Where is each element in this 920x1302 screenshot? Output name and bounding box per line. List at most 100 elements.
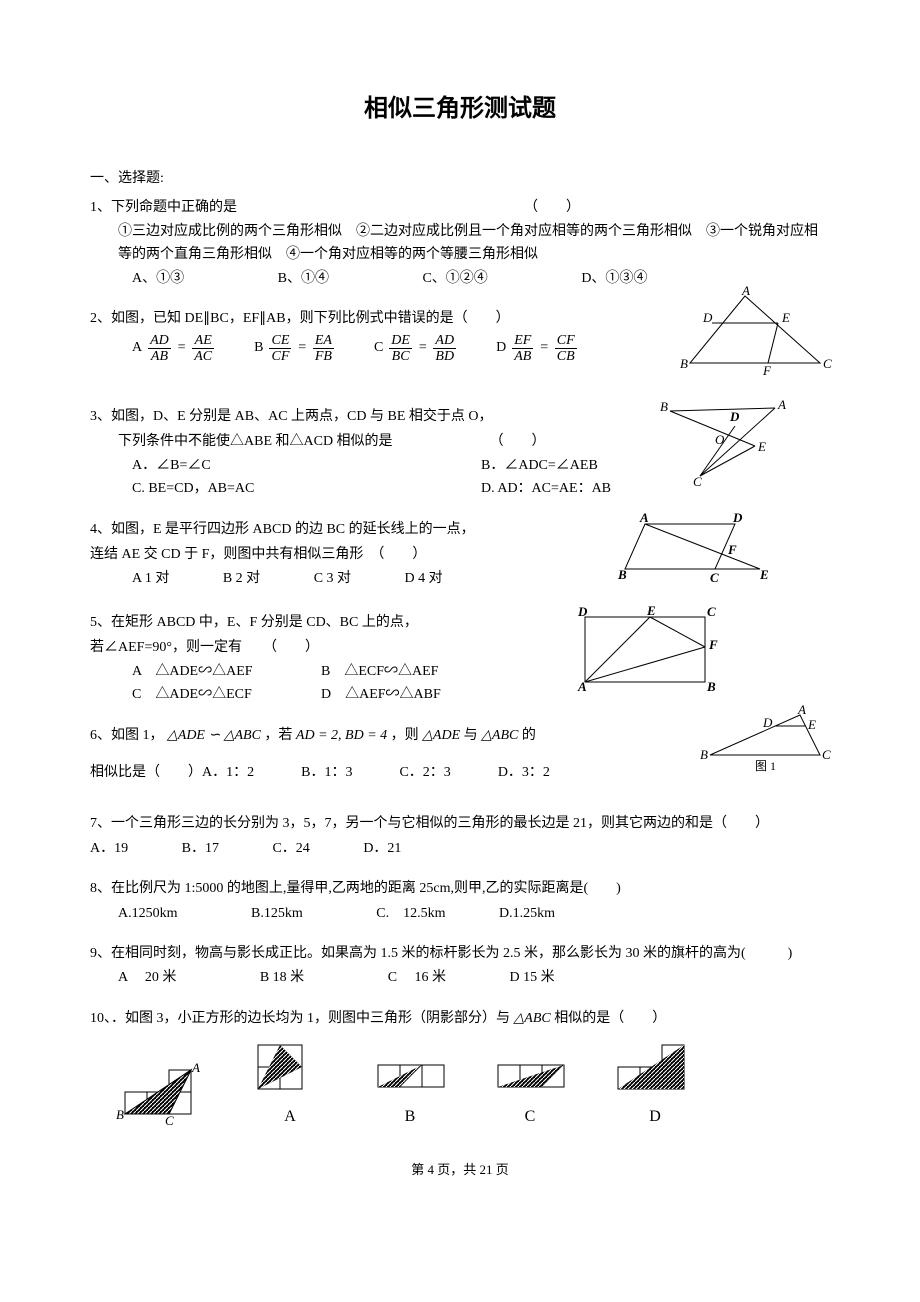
question-1: 1、下列命题中正确的是 （ ） ①三边对应成比例的两个三角形相似 ②二边对应成比… bbox=[90, 197, 830, 291]
svg-text:E: E bbox=[759, 567, 769, 582]
svg-text:A: A bbox=[639, 510, 649, 525]
svg-text:A: A bbox=[797, 702, 806, 717]
q4-optB: B 2 对 bbox=[223, 568, 260, 590]
svg-text:B: B bbox=[116, 1107, 124, 1122]
svg-text:C: C bbox=[165, 1113, 174, 1128]
q2-optD: D EFAB = CFCB bbox=[496, 333, 577, 365]
q7-optA: A．19 bbox=[90, 838, 128, 860]
q8-optD: D.1.25km bbox=[499, 903, 555, 925]
svg-text:C: C bbox=[823, 356, 832, 371]
svg-text:E: E bbox=[807, 717, 816, 732]
question-10: 10、．如图 3，小正方形的边长均为 1，则图中三角形（阴影部分）与 △ABC … bbox=[90, 1008, 830, 1130]
q9-optA: A 20 米 bbox=[118, 967, 176, 989]
q3-stem2: 下列条件中不能使△ABE 和△ACD 相似的是 bbox=[118, 434, 393, 449]
q8-stem: 8、在比例尺为 1:5000 的地图上,量得甲,乙两地的距离 25cm,则甲,乙… bbox=[90, 878, 830, 900]
q3-paren: （ ） bbox=[490, 434, 546, 449]
q9-optC: C 16 米 bbox=[388, 967, 446, 989]
svg-text:C: C bbox=[822, 747, 831, 762]
q10-fig-ref: A B C bbox=[120, 1067, 205, 1130]
svg-text:C: C bbox=[707, 604, 716, 619]
q7-optB: B．17 bbox=[182, 838, 219, 860]
svg-text:A: A bbox=[741, 283, 750, 298]
svg-text:A: A bbox=[191, 1060, 200, 1075]
q4-figure: A D F B C E bbox=[610, 514, 770, 589]
svg-text:B: B bbox=[660, 399, 668, 414]
page-title: 相似三角形测试题 bbox=[90, 90, 830, 128]
svg-text:E: E bbox=[646, 603, 656, 618]
svg-text:C: C bbox=[710, 570, 719, 585]
q4-optC: C 3 对 bbox=[314, 568, 351, 590]
svg-text:O: O bbox=[715, 432, 725, 447]
q1-items: ①三边对应成比例的两个三角形相似 ②二边对应成比例且一个角对应相等的两个三角形相… bbox=[90, 221, 830, 266]
svg-text:F: F bbox=[708, 637, 718, 652]
question-4: A D F B C E 4、如图，E 是平行四边形 ABCD 的边 BC 的延长… bbox=[90, 519, 830, 594]
svg-text:D: D bbox=[702, 310, 713, 325]
q2-optC: C DEBC = ADBD bbox=[374, 333, 456, 365]
page-footer: 第 4 页，共 21 页 bbox=[90, 1160, 830, 1181]
q2-optB: B CECF = EAFB bbox=[254, 333, 334, 365]
svg-text:D: D bbox=[762, 715, 773, 730]
q10-fig-B: B bbox=[375, 1062, 445, 1130]
q3-optA: A．∠B=∠C bbox=[132, 455, 481, 477]
q6-stem: 6、如图 1， bbox=[90, 728, 164, 743]
q5-optC: C △ADE∽△ECF bbox=[132, 684, 321, 706]
q7-stem: 7、一个三角形三边的长分别为 3，5，7，另一个与它相似的三角形的最长边是 21… bbox=[90, 813, 830, 835]
q1-paren: （ ） bbox=[524, 200, 580, 215]
section-heading: 一、选择题: bbox=[90, 168, 830, 190]
svg-text:B: B bbox=[706, 679, 716, 694]
q5-optD: D △AEF∽△ABF bbox=[321, 684, 510, 706]
q6-optC: C．2：3 bbox=[399, 765, 450, 780]
q10-stem: 10、．如图 3，小正方形的边长均为 1，则图中三角形（阴影部分）与 bbox=[90, 1011, 510, 1026]
q9-optD: D 15 米 bbox=[510, 967, 555, 989]
svg-text:C: C bbox=[693, 474, 702, 489]
q8-optB: B.125km bbox=[251, 903, 303, 925]
question-2: A D E B F C 2、如图，已知 DE∥BC，EF∥AB，则下列比例式中错… bbox=[90, 308, 830, 388]
q6-figure: A D E B C 图 1 bbox=[700, 710, 830, 775]
question-9: 9、在相同时刻，物高与影长成正比。如果高为 1.5 米的标杆影长为 2.5 米，… bbox=[90, 943, 830, 990]
q7-optC: C．24 bbox=[272, 838, 309, 860]
svg-text:图 1: 图 1 bbox=[755, 759, 776, 773]
q5-figure: D E C F A B bbox=[575, 607, 720, 692]
q4-optD: D 4 对 bbox=[405, 568, 443, 590]
svg-text:B: B bbox=[617, 567, 627, 582]
question-6: A D E B C 图 1 6、如图 1， △ADE ∽ △ABC ，若 AD … bbox=[90, 725, 830, 795]
svg-text:A: A bbox=[577, 679, 587, 694]
q10-fig-C: C bbox=[495, 1062, 565, 1130]
q2-optA: A ADAB = AEAC bbox=[132, 333, 214, 365]
svg-text:F: F bbox=[727, 542, 737, 557]
svg-text:B: B bbox=[680, 356, 688, 371]
q3-optC: C. BE=CD，AB=AC bbox=[132, 478, 481, 500]
q1-stem: 1、下列命题中正确的是 bbox=[90, 200, 237, 215]
question-8: 8、在比例尺为 1:5000 的地图上,量得甲,乙两地的距离 25cm,则甲,乙… bbox=[90, 878, 830, 925]
svg-text:B: B bbox=[700, 747, 708, 762]
svg-text:D: D bbox=[577, 604, 588, 619]
svg-text:A: A bbox=[777, 397, 786, 412]
q10-fig-D: D bbox=[615, 1042, 695, 1130]
q5-optB: B △ECF∽△AEF bbox=[321, 661, 510, 683]
question-7: 7、一个三角形三边的长分别为 3，5，7，另一个与它相似的三角形的最长边是 21… bbox=[90, 813, 830, 860]
q6-line2: 相似比是（ ）A．1：2 bbox=[90, 765, 254, 780]
q1-optC: C、①②④ bbox=[422, 268, 487, 290]
svg-text:E: E bbox=[757, 439, 766, 454]
q10-fig-A: A bbox=[255, 1042, 325, 1130]
svg-text:D: D bbox=[729, 409, 740, 424]
svg-text:F: F bbox=[762, 363, 772, 378]
question-3: B A D E O C 3、如图，D、E 分别是 AB、AC 上两点，CD 与 … bbox=[90, 406, 830, 501]
svg-text:E: E bbox=[781, 310, 790, 325]
q3-figure: B A D E O C bbox=[660, 396, 790, 486]
q8-optC: C. 12.5km bbox=[376, 903, 445, 925]
q6-optB: B．1：3 bbox=[301, 765, 352, 780]
q5-optA: A △ADE∽△AEF bbox=[132, 661, 321, 683]
q9-optB: B 18 米 bbox=[260, 967, 304, 989]
svg-text:D: D bbox=[732, 510, 743, 525]
q1-optD: D、①③④ bbox=[581, 268, 647, 290]
q4-optA: A 1 对 bbox=[132, 568, 169, 590]
q7-optD: D．21 bbox=[363, 838, 401, 860]
q9-stem: 9、在相同时刻，物高与影长成正比。如果高为 1.5 米的标杆影长为 2.5 米，… bbox=[90, 943, 830, 965]
q1-optB: B、①④ bbox=[278, 268, 329, 290]
q2-figure: A D E B F C bbox=[680, 288, 830, 378]
question-5: D E C F A B 5、在矩形 ABCD 中，E、F 分别是 CD、BC 上… bbox=[90, 612, 830, 707]
q8-optA: A.1250km bbox=[118, 903, 178, 925]
q6-optD: D．3：2 bbox=[498, 765, 550, 780]
q1-optA: A、①③ bbox=[132, 268, 184, 290]
